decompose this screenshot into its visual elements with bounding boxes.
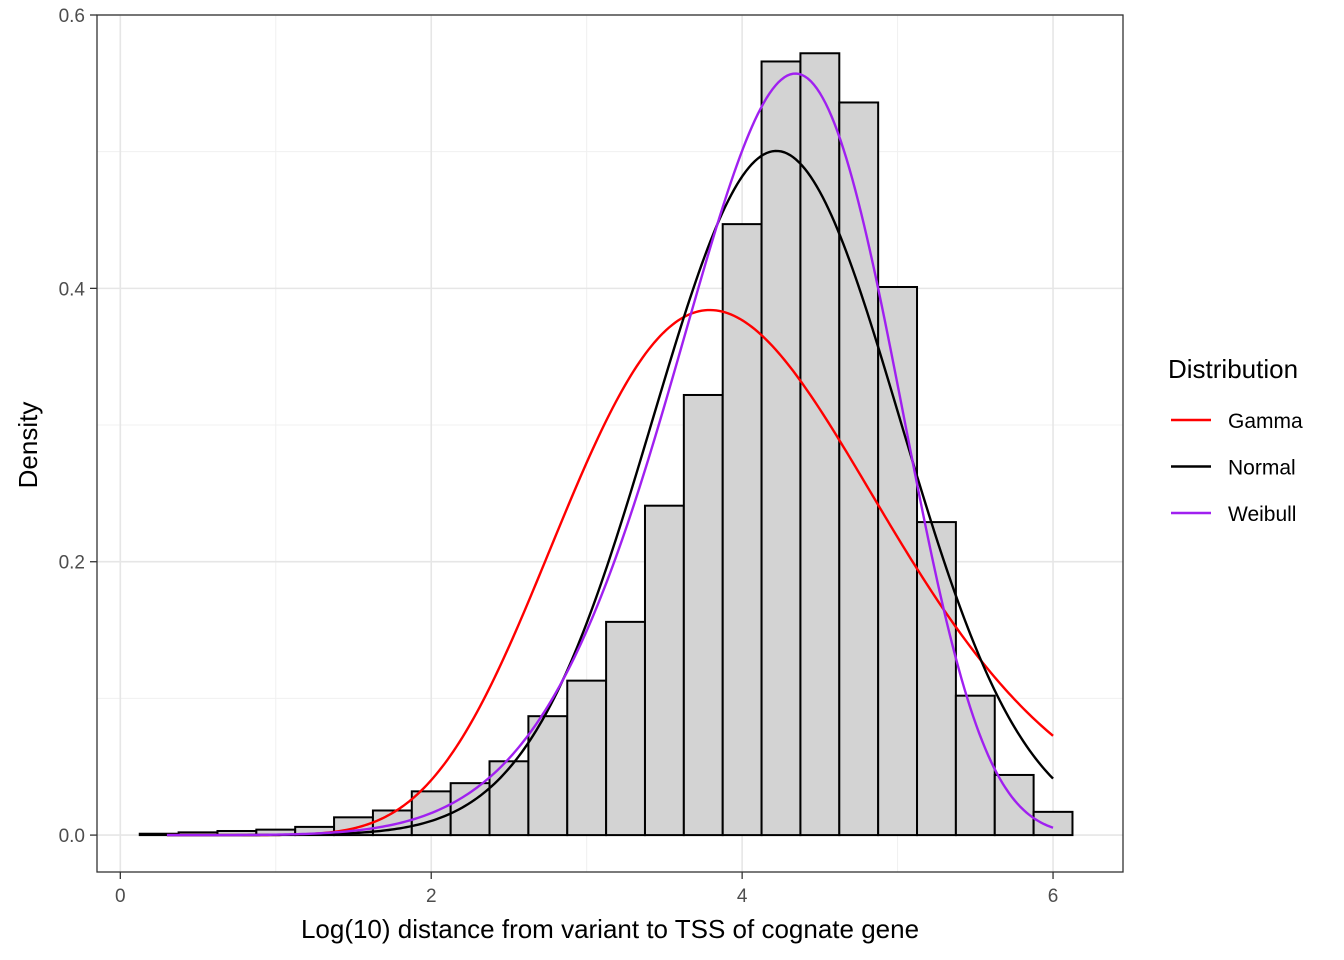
histogram-bar: [760, 60, 802, 837]
y-tick-label: 0.0: [59, 826, 85, 847]
histogram-bar: [682, 393, 724, 837]
histogram-bar: [838, 101, 880, 837]
x-axis: 0 2 4 6: [115, 872, 1058, 907]
y-axis: 0.0 0.2 0.4 0.6: [59, 6, 97, 847]
panel-border: [96, 14, 1124, 873]
distribution-curves: [166, 72, 1054, 837]
histogram-bar: [605, 620, 646, 837]
histogram-bar: [643, 504, 685, 837]
histogram-bar: [954, 694, 996, 837]
x-tick-label: 0: [115, 886, 126, 907]
histogram-bar: [916, 521, 957, 837]
x-axis-title: Log(10) distance from variant to TSS of …: [301, 914, 919, 944]
legend-title: Distribution: [1168, 354, 1298, 384]
histogram-bar: [410, 790, 452, 837]
histogram-bar: [799, 52, 841, 837]
histogram-bar: [993, 773, 1035, 837]
histogram-bar: [527, 715, 569, 837]
curve-weibull: [166, 72, 1054, 837]
y-tick-label: 0.4: [59, 279, 86, 300]
histogram-bar: [1032, 810, 1074, 837]
legend-label-weibull: Weibull: [1228, 503, 1296, 526]
x-tick-label: 4: [737, 886, 748, 907]
histogram-bar: [877, 285, 919, 837]
histogram-bar: [566, 679, 608, 837]
legend-label-normal: Normal: [1228, 457, 1296, 480]
legend: Distribution Gamma Normal Weibull: [1168, 354, 1303, 526]
y-axis-title: Density: [13, 402, 43, 489]
legend-label-gamma: Gamma: [1228, 410, 1303, 433]
x-tick-label: 6: [1048, 886, 1059, 907]
histogram-bars: [138, 52, 1074, 837]
histogram-bar: [449, 782, 491, 837]
x-tick-label: 2: [426, 886, 437, 907]
histogram-bar: [721, 223, 763, 837]
y-tick-label: 0.6: [59, 6, 85, 27]
y-tick-label: 0.2: [59, 553, 85, 574]
